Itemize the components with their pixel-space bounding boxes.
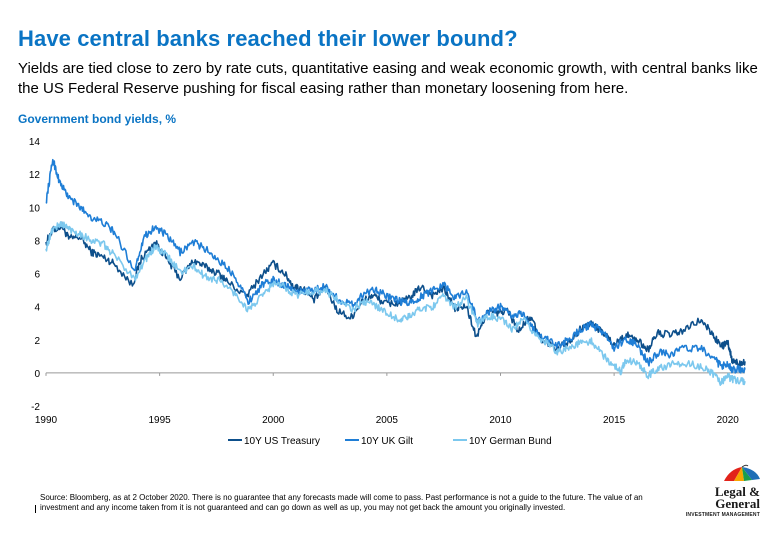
logo-line-2: General — [715, 496, 760, 511]
series-line-1 — [45, 221, 746, 367]
logo-line-1: Legal & — [714, 484, 760, 499]
page-subtitle: Yields are tied close to zero by rate cu… — [18, 60, 758, 97]
x-tick-label: 2020 — [717, 415, 740, 426]
x-tick-label: 2015 — [603, 415, 626, 426]
y-tick-label: 14 — [29, 137, 41, 148]
yield-chart: -2 0 2 4 6 8 10 12 14 1990 1995 2000 2005 2010 2015 202… — [29, 137, 746, 447]
page-title: Have central banks reached their lower b… — [18, 26, 518, 51]
umbrella-icon — [724, 464, 760, 481]
y-tick-label: 6 — [34, 270, 40, 281]
footnote-divider — [35, 505, 36, 513]
y-tick-label: 0 — [34, 369, 40, 380]
legend-label: 10Y US Treasury — [244, 436, 320, 447]
y-tick-label: 12 — [29, 170, 41, 181]
x-tick-label: 1995 — [148, 415, 171, 426]
brand-logo: Legal & General INVESTMENT MANAGEMENT — [672, 463, 764, 525]
x-tick-label: 2005 — [376, 415, 399, 426]
x-tick-label: 2010 — [489, 415, 512, 426]
chart-legend: 10Y US Treasury 10Y UK Gilt 10Y German Bun… — [228, 436, 552, 447]
source-footnote: Source: Bloomberg, as at 2 October 2020.… — [40, 493, 660, 513]
chart-axes: -2 0 2 4 6 8 10 12 14 1990 1995 2000 2005 2010 2015 202… — [29, 137, 745, 426]
legend-label: 10Y UK Gilt — [361, 436, 413, 447]
y-tick-label: 4 — [34, 303, 40, 314]
footnote-line-1: Source: Bloomberg, as at 2 October 2020.… — [40, 493, 643, 502]
legend-label: 10Y German Bund — [469, 436, 552, 447]
logo-line-3: INVESTMENT MANAGEMENT — [685, 512, 760, 518]
y-tick-label: 8 — [34, 236, 40, 247]
x-tick-label: 1990 — [35, 415, 58, 426]
y-tick-label: 10 — [29, 203, 41, 214]
series-line-2 — [45, 158, 746, 374]
chart-series-lines — [45, 158, 746, 386]
y-tick-label: -2 — [31, 402, 40, 413]
series-line-3 — [45, 221, 746, 386]
footnote-line-2: investment and any income taken from it … — [40, 503, 566, 512]
y-tick-label: 2 — [34, 336, 40, 347]
x-tick-label: 2000 — [262, 415, 285, 426]
y-axis-label: Government bond yields, % — [18, 112, 177, 126]
